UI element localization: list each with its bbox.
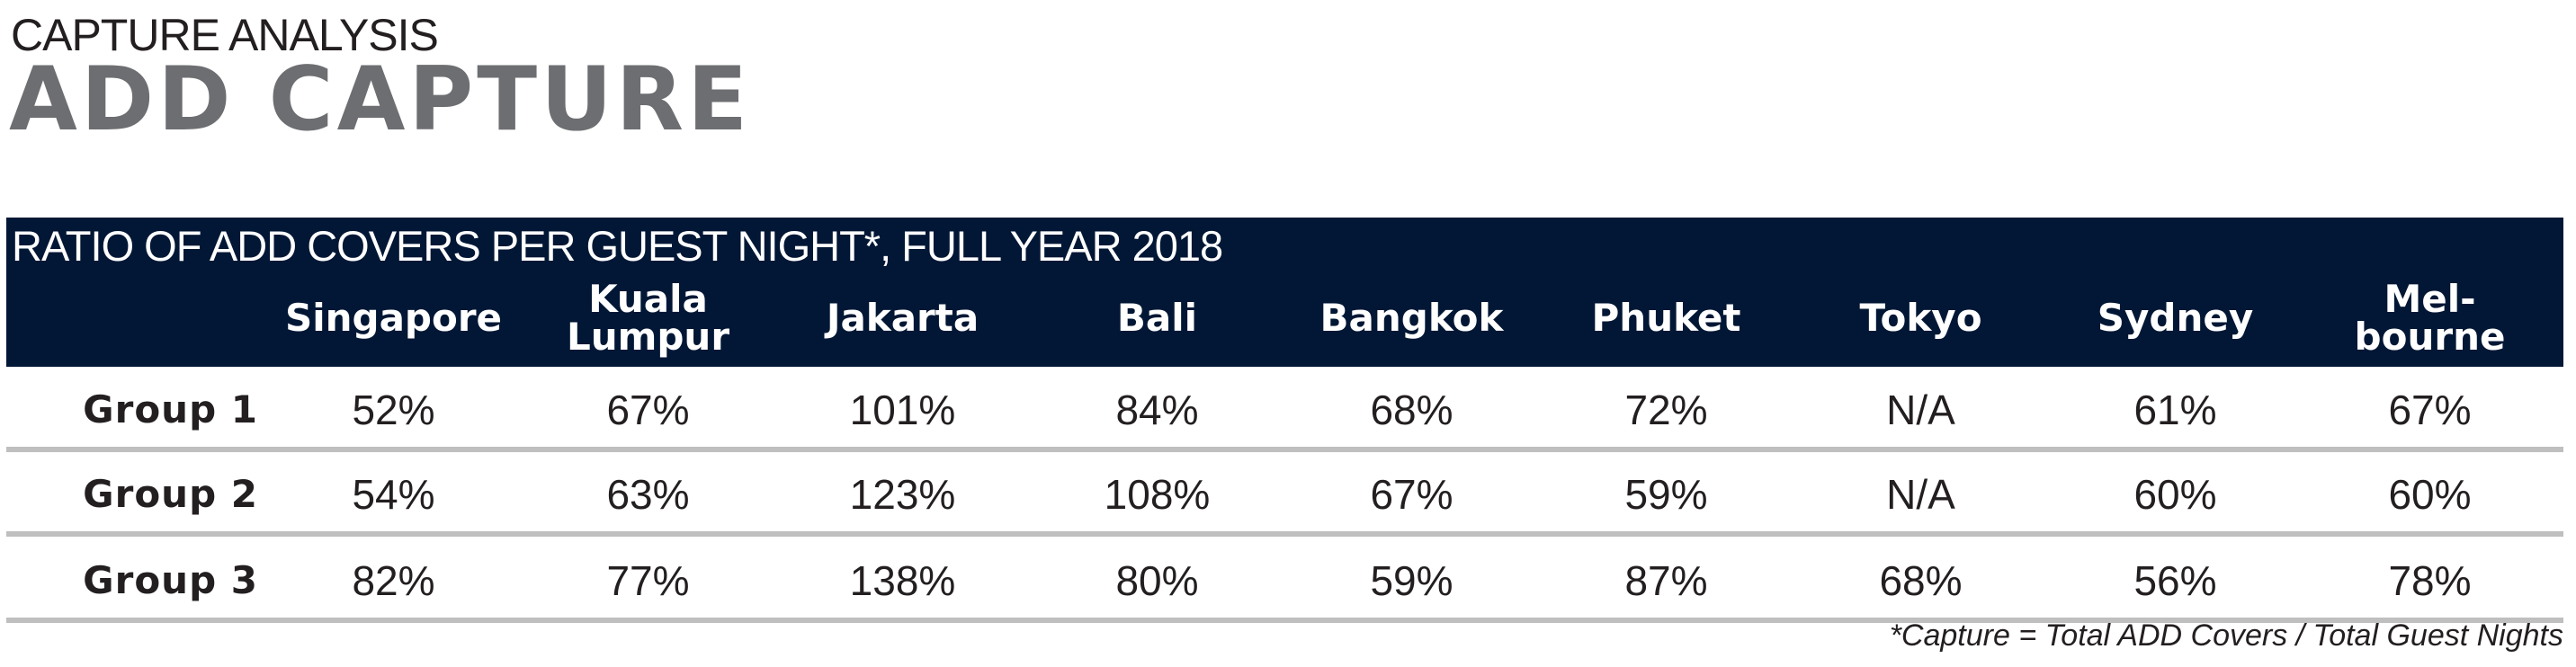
row-separator [6,531,2563,537]
column-header-label: Mel- bourne [2354,277,2506,359]
footnote: *Capture = Total ADD Covers / Total Gues… [1889,618,2563,653]
table-cell: 67% [606,386,690,433]
table-cell: 59% [1370,556,1453,604]
row-label: Group 2 [83,472,258,516]
table-row: Group 1 52% 67% 101% 84% 68% 72% N/A 61% 67% [6,367,2563,452]
table-cell: 138% [849,556,956,604]
table-cell: 56% [2133,556,2217,604]
table-title: RATIO OF ADD COVERS PER GUEST NIGHT*, FU… [12,222,1223,270]
table-cell: 67% [2388,386,2472,433]
column-header-label: Singapore [284,296,503,340]
column-header: Jakarta [775,270,1030,367]
table-cell: 123% [849,470,956,518]
column-header-label: Bali [1116,296,1198,340]
row-separator [6,618,2563,623]
column-header-label: Kuala Lumpur [566,277,730,359]
section-kicker: CAPTURE ANALYSIS [11,10,439,60]
table-cell: 101% [849,386,956,433]
table-cell: 54% [352,470,435,518]
column-header: Singapore [266,270,521,367]
column-header-label: Jakarta [826,296,979,340]
column-header: Tokyo [1793,270,2048,367]
table-cell: 67% [1370,470,1453,518]
row-label: Group 3 [83,558,258,602]
table-cell: 60% [2388,470,2472,518]
row-separator [6,447,2563,452]
table-cell: 52% [352,386,435,433]
column-header-label: Tokyo [1859,296,1982,340]
column-header-label: Sydney [2097,296,2254,340]
table-cell: 78% [2388,556,2472,604]
column-header: Bangkok [1284,270,1539,367]
column-header-label: Phuket [1591,296,1741,340]
table-cell: 60% [2133,470,2217,518]
table-cell: N/A [1886,470,1955,518]
table-cell: 68% [1370,386,1453,433]
column-header-label: Bangkok [1319,296,1504,340]
column-header: Kuala Lumpur [521,270,775,367]
table-cell: 63% [606,470,690,518]
row-label: Group 1 [83,387,258,431]
table-cell: 80% [1115,556,1199,604]
table-cell: 61% [2133,386,2217,433]
column-header: Phuket [1539,270,1793,367]
table-cell: 59% [1624,470,1708,518]
table-cell: 72% [1624,386,1708,433]
page-title: ADD CAPTURE [9,49,752,151]
table-cell: 87% [1624,556,1708,604]
table-header-panel: RATIO OF ADD COVERS PER GUEST NIGHT*, FU… [6,218,2563,367]
table-cell: 108% [1104,470,1211,518]
column-header: Mel- bourne [2303,270,2557,367]
table-row: Group 3 82% 77% 138% 80% 59% 87% 68% 56% 78% [6,538,2563,623]
table-row: Group 2 54% 63% 123% 108% 67% 59% N/A 60% 60% [6,451,2563,537]
table-cell: 84% [1115,386,1199,433]
table-cell: N/A [1886,386,1955,433]
column-header: Sydney [2048,270,2303,367]
table-cell: 68% [1879,556,1963,604]
table-cell: 77% [606,556,690,604]
table-cell: 82% [352,556,435,604]
column-header: Bali [1030,270,1284,367]
